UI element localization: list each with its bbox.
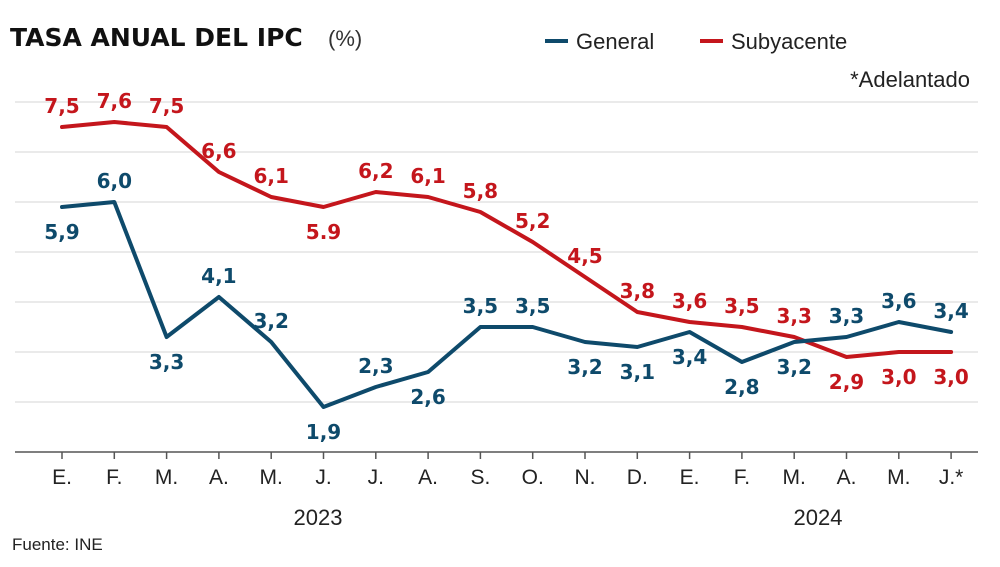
data-label-general: 3,3: [149, 350, 184, 374]
x-tick-label: M.: [783, 466, 806, 489]
x-tick-label: O.: [522, 466, 544, 489]
x-tick-label: F.: [106, 466, 122, 489]
data-label-general: 5,9: [44, 220, 79, 244]
data-label-subyacente: 7,5: [149, 94, 184, 118]
data-label-subyacente: 6,1: [253, 164, 288, 188]
data-label-general: 3,5: [463, 294, 498, 318]
data-label-subyacente: 7,5: [44, 94, 79, 118]
data-label-subyacente: 4,5: [567, 244, 602, 268]
x-tick-label: D.: [627, 466, 648, 489]
data-label-subyacente: 3,8: [620, 279, 655, 303]
data-label-general: 3,2: [776, 355, 811, 379]
data-label-subyacente: 3,5: [724, 294, 759, 318]
x-tick-label: M.: [887, 466, 910, 489]
chart-title: TASA ANUAL DEL IPC: [10, 23, 303, 52]
data-label-general: 3,4: [672, 345, 707, 369]
data-label-subyacente: 2,9: [829, 370, 864, 394]
x-tick-label: N.: [575, 466, 596, 489]
x-tick-label: S.: [470, 466, 490, 489]
x-tick-label: J.*: [939, 466, 964, 489]
data-label-subyacente: 3,0: [881, 365, 916, 389]
data-label-general: 3,6: [881, 289, 916, 313]
series-line-general: [60, 200, 954, 409]
gridlines: [15, 101, 978, 403]
source-note: Fuente: INE: [12, 535, 103, 554]
x-tick-label: E.: [680, 466, 700, 489]
data-label-general: 3,3: [829, 304, 864, 328]
x-tick-label: M.: [260, 466, 283, 489]
chart-subtitle: (%): [328, 26, 362, 51]
x-tick-label: A.: [209, 466, 229, 489]
x-tick-label: A.: [418, 466, 438, 489]
data-label-general: 2,3: [358, 354, 393, 378]
x-tick-label: E.: [52, 466, 72, 489]
series-lines: [60, 120, 954, 409]
data-label-subyacente: 5,8: [463, 179, 498, 203]
x-tick-label: M.: [155, 466, 178, 489]
data-label-subyacente: 5,2: [515, 209, 550, 233]
data-label-subyacente: 3,0: [933, 365, 968, 389]
data-label-general: 4,1: [201, 264, 236, 288]
data-label-subyacente: 5.9: [306, 220, 341, 244]
data-label-general: 3,1: [620, 360, 655, 384]
data-label-general: 1,9: [306, 420, 341, 444]
year-label-2024: 2024: [794, 505, 843, 530]
data-label-subyacente: 7,6: [97, 89, 132, 113]
data-label-general: 3,5: [515, 294, 550, 318]
x-tick-label: J.: [315, 466, 331, 489]
x-tick-label: F.: [734, 466, 750, 489]
x-tick-label: J.: [368, 466, 384, 489]
data-label-general: 3,2: [253, 309, 288, 333]
data-label-subyacente: 3,3: [776, 304, 811, 328]
legend-label-general: General: [576, 29, 654, 54]
data-label-subyacente: 6,2: [358, 159, 393, 183]
data-label-subyacente: 6,1: [410, 164, 445, 188]
data-label-general: 3,2: [567, 355, 602, 379]
x-tick-label: A.: [837, 466, 857, 489]
series-line-subyacente: [60, 120, 954, 359]
data-label-general: 6,0: [97, 169, 132, 193]
data-label-subyacente: 6,6: [201, 139, 236, 163]
data-labels: 5,9 6,0 3,3 4,1 3,2 1,9 2,3 2,6 3,5 3,5 3,2 3,1 3,4 2…: [44, 89, 969, 444]
legend-label-subyacente: Subyacente: [731, 29, 847, 54]
year-label-2023: 2023: [294, 505, 343, 530]
data-label-subyacente: 3,6: [672, 289, 707, 313]
data-label-general: 2,8: [724, 375, 759, 399]
data-label-general: 2,6: [410, 385, 445, 409]
footnote-adelantado: *Adelantado: [850, 67, 970, 92]
legend: General Subyacente: [545, 29, 847, 54]
x-axis: E. F. M. A. M. J. J. A. S. O. N. D. E. F. M. A. M. J.*: [15, 451, 978, 489]
data-label-general: 3,4: [933, 299, 968, 323]
